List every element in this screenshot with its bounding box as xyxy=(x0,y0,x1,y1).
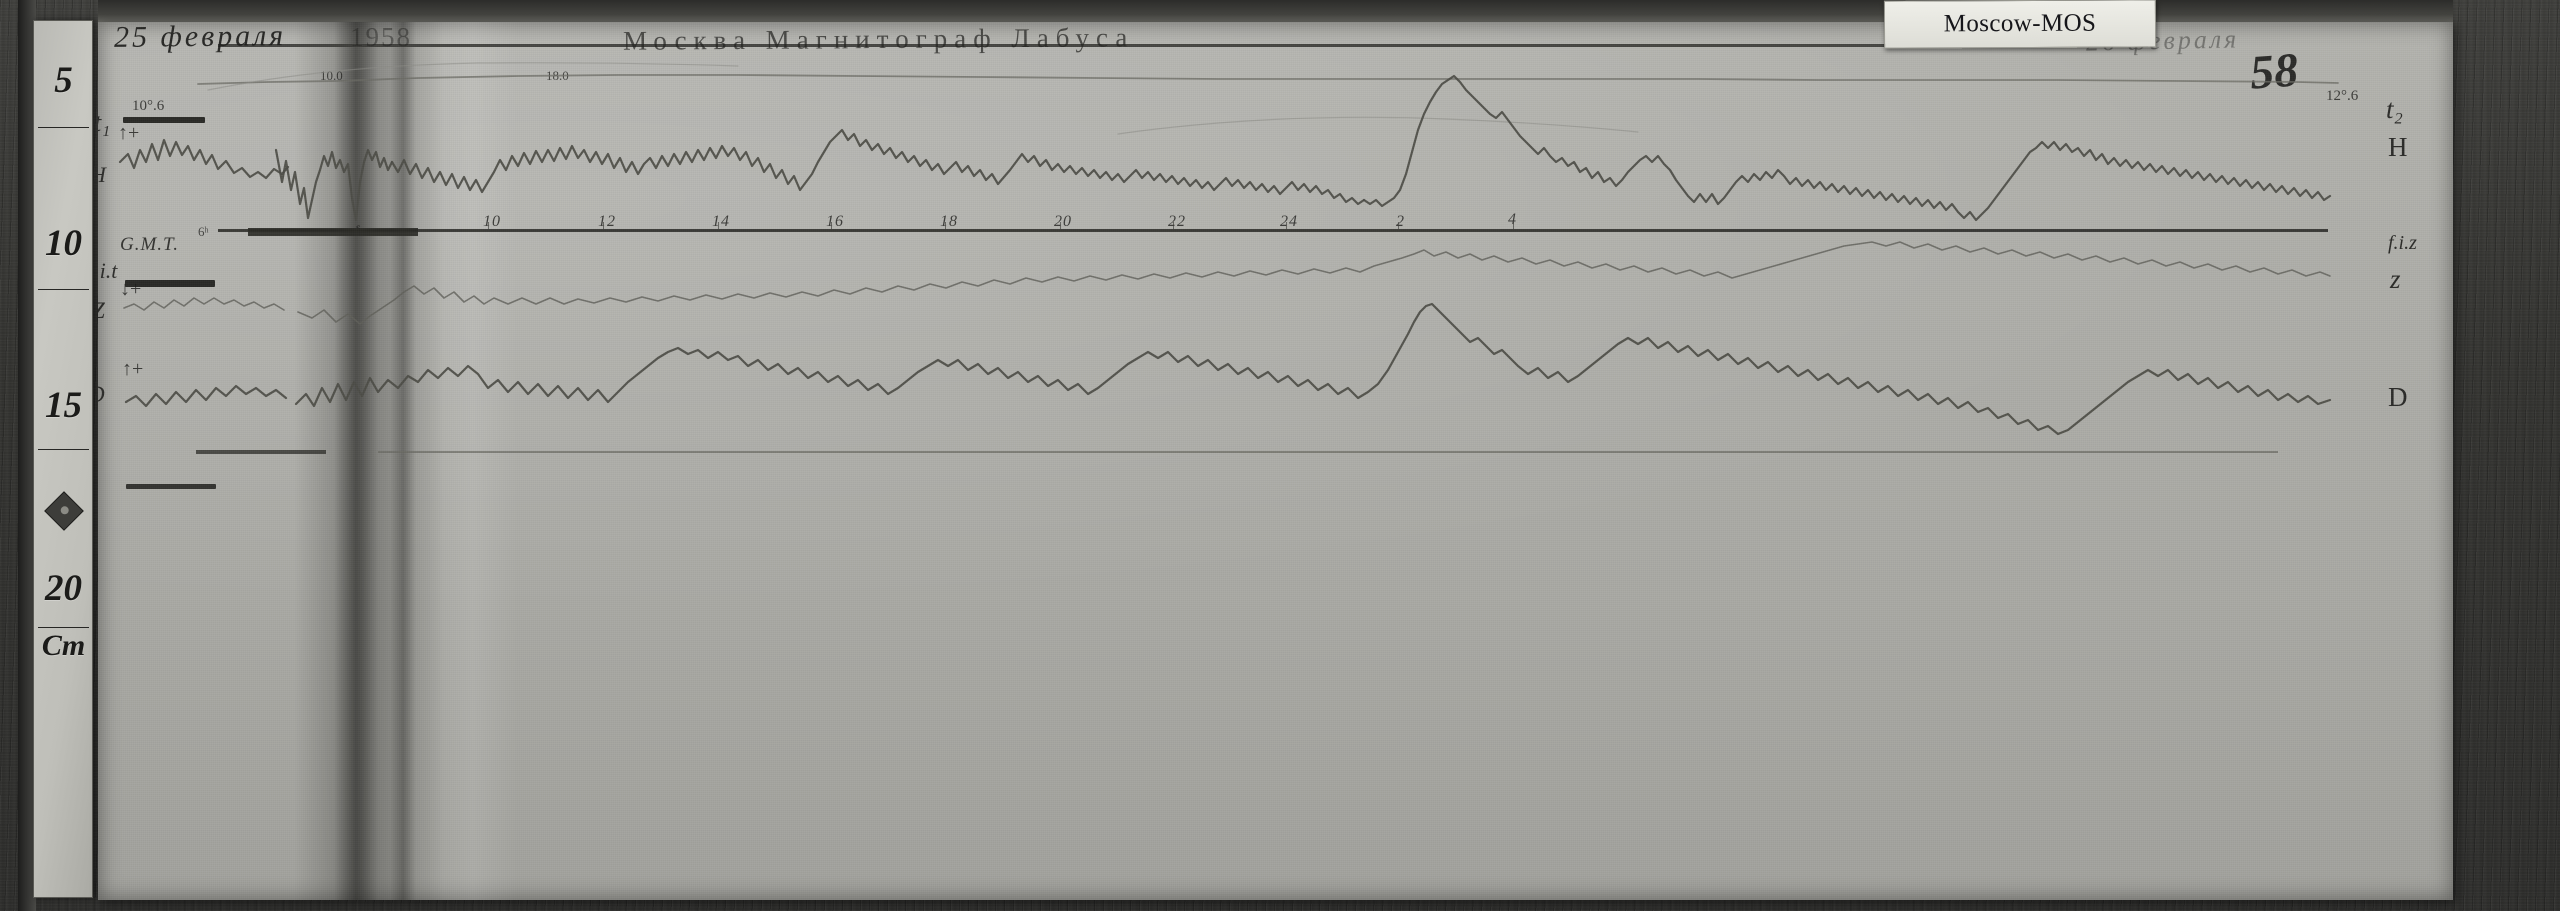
calibration-bar-gmt xyxy=(125,280,215,287)
ruler-cell-20: 20 xyxy=(38,449,89,628)
trace-z-main xyxy=(297,241,2331,325)
ruler-tick-10: 10 xyxy=(45,223,82,264)
trace-h-main xyxy=(390,128,1366,206)
handwritten-title: Москва Магнитограф Лабуса xyxy=(622,22,1135,56)
light-streak xyxy=(428,22,518,900)
calibration-bar-bottom xyxy=(126,484,216,489)
hour-tick-24: 24 xyxy=(1280,213,1298,230)
guide-line-1 xyxy=(93,0,94,911)
exposure-band-1 xyxy=(294,22,444,900)
arrow-h-left: ↑+ xyxy=(118,122,140,144)
ruler-cell-unit: Cm xyxy=(38,627,89,685)
ruler-cell-15: 15 xyxy=(38,289,89,450)
hour-tick-2: 2 xyxy=(1396,213,1405,230)
handwritten-year: 1958 xyxy=(350,22,412,52)
hour-tick-18: 18 xyxy=(940,213,958,230)
label-fit: f.i.t xyxy=(98,258,118,283)
fiducial-baseline-mid xyxy=(218,229,2328,232)
trace-t2-temperature xyxy=(197,74,2339,85)
magnetogram-sheet: 25 февраля 1958 Москва Магнитограф Лабус… xyxy=(98,22,2453,900)
ruler-tick-20: 20 xyxy=(45,568,82,609)
temp-mark-18: 18.0 xyxy=(546,68,569,83)
label-d-right: D xyxy=(2388,382,2408,412)
arrow-d-left: ↑+ xyxy=(122,358,144,380)
timing-mark-lower xyxy=(196,450,326,454)
label-fiz-right: f.i.z xyxy=(2388,232,2417,254)
label-z-left: Z xyxy=(98,298,105,324)
top-registration-line xyxy=(218,44,2148,47)
ruler-tick-5: 5 xyxy=(54,60,73,101)
ruler-cell-10: 10 xyxy=(38,127,89,290)
ruler-shadow xyxy=(18,0,36,911)
hour-tick-22: 22 xyxy=(1168,213,1186,230)
temp-mark-10: 10.0 xyxy=(320,68,343,83)
timing-mark-block xyxy=(248,228,418,236)
hour-tick-16: 16 xyxy=(826,213,844,230)
exposure-band-2 xyxy=(334,22,378,900)
handwritten-date: 25 февраля xyxy=(113,22,287,54)
value-t1: 10°.6 xyxy=(132,98,165,114)
trace-d-left-fragment xyxy=(124,384,288,408)
gmt-hour: 6ʰ xyxy=(198,224,209,239)
station-label-text: Moscow-MOS xyxy=(1943,9,2097,38)
ruler-unit-label: Cm xyxy=(41,629,86,662)
hour-tick-14: 14 xyxy=(712,213,730,230)
trace-z-left-fragment xyxy=(123,297,285,311)
handwritten-year-corner: 58 xyxy=(2248,43,2300,100)
trace-d-main xyxy=(294,302,2332,436)
cm-ruler: 5 10 15 20 Cm xyxy=(33,20,93,898)
label-d-left: D xyxy=(98,382,105,408)
label-gmt: G.M.T. xyxy=(120,234,179,255)
hour-tick-10: 10 xyxy=(483,213,501,230)
hour-tick-20: 20 xyxy=(1054,213,1072,230)
label-t2: t₂ xyxy=(2386,94,2403,124)
trace-h-storm-peak xyxy=(1362,74,2332,222)
trace-ghost-arc-mid xyxy=(1117,116,1639,135)
ssc-marker: s xyxy=(356,220,361,234)
label-z-right: z xyxy=(2390,264,2401,294)
trace-h-ssc xyxy=(274,148,394,222)
label-t1: t₁ xyxy=(98,108,111,137)
calibration-bar-t1 xyxy=(123,117,205,123)
ruler-cell-5: 5 xyxy=(38,49,89,128)
exposure-band-3 xyxy=(390,22,416,900)
station-label: Moscow-MOS xyxy=(1883,0,2157,49)
label-h-left: H xyxy=(98,162,106,188)
trace-h-left-fragment xyxy=(118,138,290,180)
label-h-right: H xyxy=(2388,132,2408,162)
arrow-z-left: ↓+ xyxy=(120,278,142,300)
value-t2: 12°.6 xyxy=(2326,88,2359,104)
ruler-tick-15: 15 xyxy=(45,385,82,426)
fiducial-baseline-lower xyxy=(378,451,2278,453)
diamond-hole-icon xyxy=(43,491,84,531)
hour-tick-12: 12 xyxy=(598,213,616,230)
